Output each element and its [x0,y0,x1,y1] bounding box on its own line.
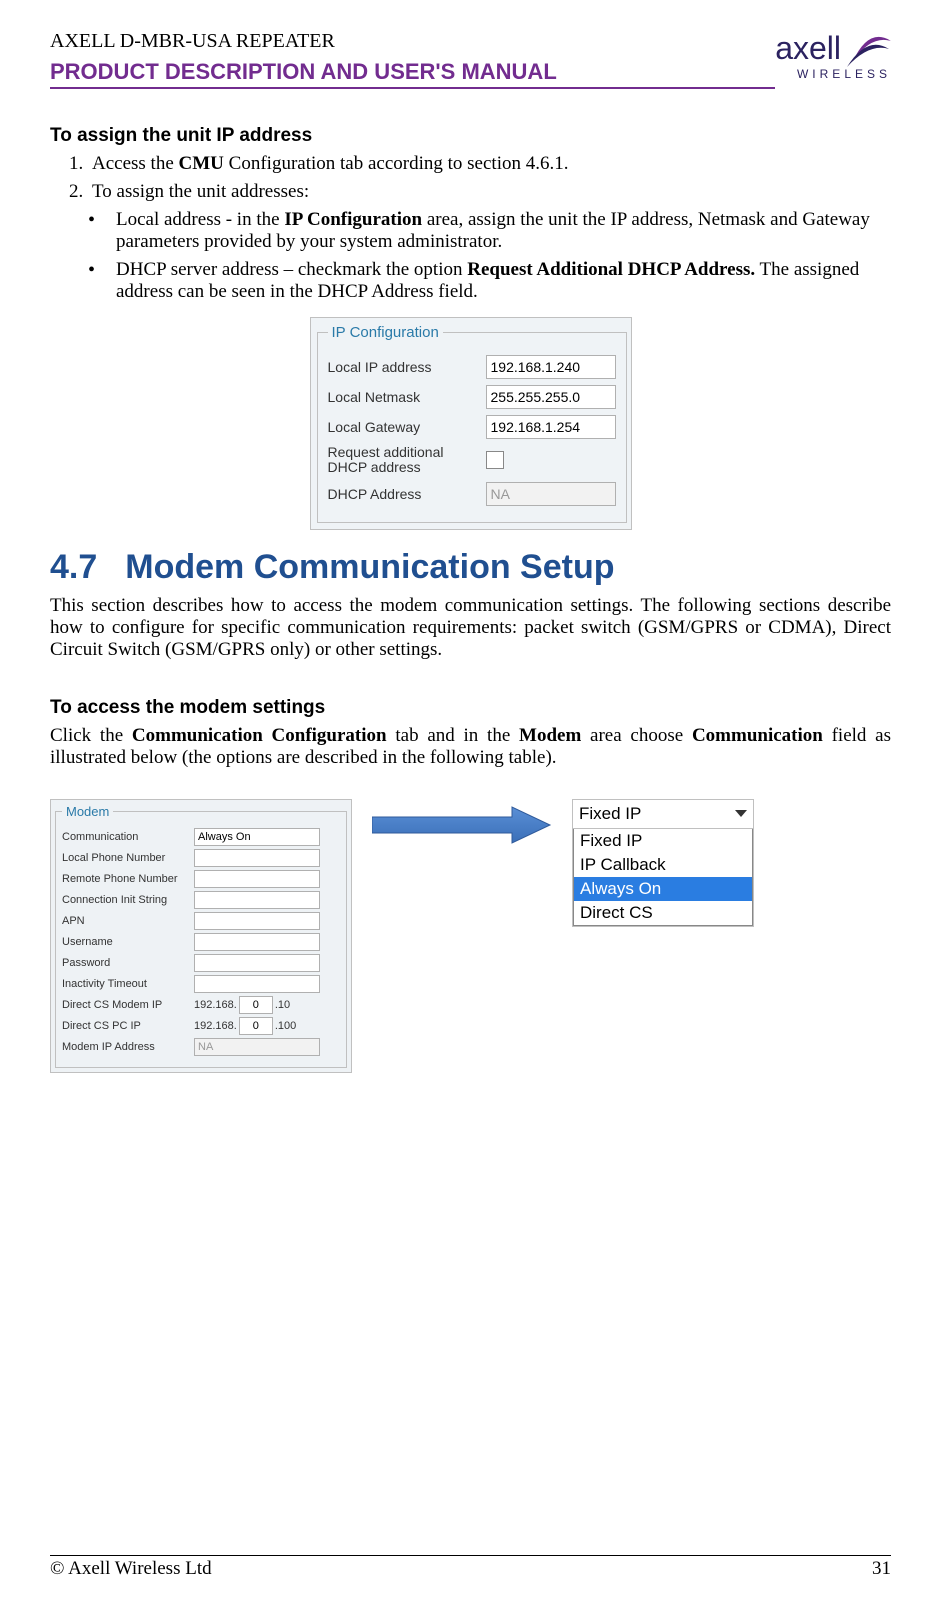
dcs-modem-oct3-input[interactable] [239,996,273,1014]
chevron-down-icon [735,810,747,817]
product-line: PRODUCT DESCRIPTION AND USER'S MANUAL [50,59,775,89]
modem-legend: Modem [62,804,113,819]
assign-ip-steps: Access the CMU Configuration tab accordi… [50,153,891,203]
username-input[interactable] [194,933,320,951]
dcs-pc-oct3-input[interactable] [239,1017,273,1035]
page-footer: © Axell Wireless Ltd 31 [50,1555,891,1580]
inactivity-label: Inactivity Timeout [62,978,188,990]
footer-page-number: 31 [872,1558,891,1580]
dhcp-address-label: DHCP Address [328,486,478,502]
dropdown-selected: Fixed IP [579,804,641,824]
axell-logo: axell WIRELESS [775,30,891,83]
dropdown-option[interactable]: Fixed IP [574,829,752,853]
dhcp-address-value [486,482,616,506]
logo-subtext: WIRELESS [775,67,891,81]
logo-text: axell [775,30,841,67]
local-phone-label: Local Phone Number [62,852,188,864]
section-4-7-heading: 4.7 Modem Communication Setup [50,548,891,587]
access-modem-heading: To access the modem settings [50,697,891,719]
local-netmask-label: Local Netmask [328,389,478,405]
assign-ip-heading: To assign the unit IP address [50,125,891,147]
conn-init-label: Connection Init String [62,894,188,906]
section-number: 4.7 [50,548,97,586]
ip-configuration-panel: IP Configuration Local IP address Local … [310,317,632,530]
running-title: AXELL D-MBR-USA REPEATER [50,30,775,53]
communication-dropdown[interactable]: Fixed IP Fixed IPIP CallbackAlways OnDir… [572,799,754,927]
dropdown-option[interactable]: Direct CS [574,901,752,925]
request-dhcp-label: Request additional DHCP address [328,445,478,476]
remote-phone-input[interactable] [194,870,320,888]
assign-ip-bullets: Local address - in the IP Configuration … [50,209,891,303]
access-modem-para: Click the Communication Configuration ta… [50,725,891,769]
modem-ip-label: Modem IP Address [62,1041,188,1053]
local-ip-input[interactable] [486,355,616,379]
modem-ip-value [194,1038,320,1056]
step-2: To assign the unit addresses: [88,181,891,203]
dropdown-option[interactable]: Always On [574,877,752,901]
modem-panel: Modem Communication Local Phone Number R… [50,799,352,1073]
dcs-pc-ip-label: Direct CS PC IP [62,1020,188,1032]
password-input[interactable] [194,954,320,972]
bullet-local-address: Local address - in the IP Configuration … [88,209,891,253]
password-label: Password [62,957,188,969]
conn-init-input[interactable] [194,891,320,909]
remote-phone-label: Remote Phone Number [62,873,188,885]
local-netmask-input[interactable] [486,385,616,409]
local-gateway-input[interactable] [486,415,616,439]
section-4-7-intro: This section describes how to access the… [50,595,891,661]
page-header: AXELL D-MBR-USA REPEATER PRODUCT DESCRIP… [50,30,891,89]
dcs-modem-ip-label: Direct CS Modem IP [62,999,188,1011]
local-gateway-label: Local Gateway [328,419,478,435]
callout-arrow-icon [372,799,552,850]
section-title: Modem Communication Setup [125,548,614,586]
step-1: Access the CMU Configuration tab accordi… [88,153,891,175]
dropdown-option[interactable]: IP Callback [574,853,752,877]
communication-select[interactable] [194,828,320,846]
request-dhcp-checkbox[interactable] [486,451,504,469]
ipconfig-legend: IP Configuration [328,324,443,341]
inactivity-input[interactable] [194,975,320,993]
footer-copyright: © Axell Wireless Ltd [50,1558,212,1580]
communication-label: Communication [62,831,188,843]
local-ip-label: Local IP address [328,359,478,375]
local-phone-input[interactable] [194,849,320,867]
apn-input[interactable] [194,912,320,930]
bullet-dhcp: DHCP server address – checkmark the opti… [88,259,891,303]
username-label: Username [62,936,188,948]
logo-swoosh-icon [847,31,891,67]
apn-label: APN [62,915,188,927]
